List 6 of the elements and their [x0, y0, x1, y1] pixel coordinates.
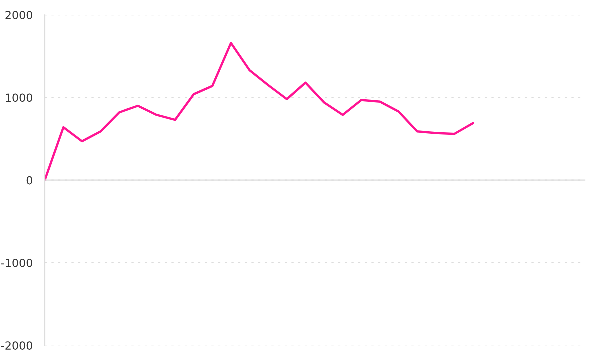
y-tick-label: 0 — [26, 176, 32, 185]
y-tick-label: 2000 — [6, 11, 32, 20]
y-tick-label: -2000 — [1, 342, 32, 350]
y-tick-label: -1000 — [1, 258, 32, 268]
line-series — [45, 42, 474, 182]
y-tick-label: 1000 — [6, 94, 32, 102]
